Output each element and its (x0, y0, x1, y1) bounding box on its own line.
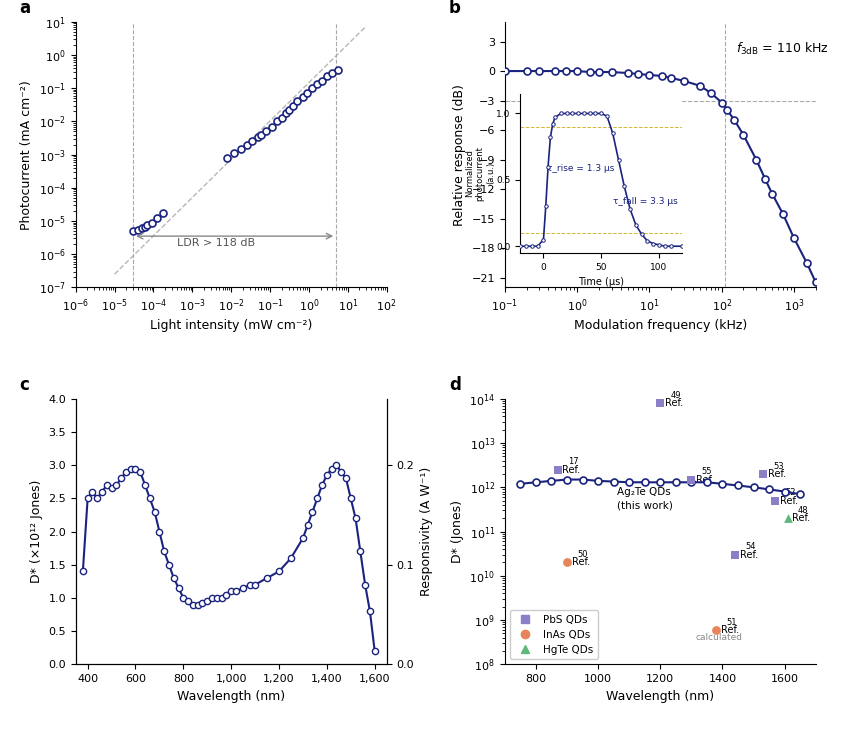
Text: Ref.: Ref. (665, 398, 683, 408)
Text: Ag₂Te QDs
(this work): Ag₂Te QDs (this work) (616, 488, 673, 510)
Text: calculated: calculated (696, 633, 743, 642)
Text: c: c (19, 375, 29, 393)
Text: d: d (449, 375, 461, 393)
Text: Ref.: Ref. (739, 550, 758, 560)
Point (560, 557, 574, 569)
Text: $f_{\mathrm{3dB}}$ = 110 kHz: $f_{\mathrm{3dB}}$ = 110 kHz (737, 42, 829, 58)
Point (685, 474, 698, 485)
Text: Ref.: Ref. (768, 469, 785, 479)
Text: 48: 48 (798, 506, 809, 515)
Text: Ref.: Ref. (721, 625, 739, 635)
Point (551, 464, 564, 475)
Text: 49: 49 (670, 391, 681, 400)
Point (653, 397, 667, 409)
Legend: PbS QDs, InAs QDs, HgTe QDs: PbS QDs, InAs QDs, HgTe QDs (510, 610, 598, 659)
X-axis label: Wavelength (nm): Wavelength (nm) (606, 690, 714, 702)
Y-axis label: D* (×10¹² Jones): D* (×10¹² Jones) (29, 480, 43, 583)
Point (728, 549, 742, 561)
Point (756, 468, 770, 480)
Text: Ref.: Ref. (780, 496, 798, 506)
Text: a: a (19, 0, 31, 17)
Point (769, 495, 782, 507)
Text: LDR > 118 dB: LDR > 118 dB (177, 238, 255, 247)
Text: 54: 54 (745, 542, 756, 551)
X-axis label: Wavelength (nm): Wavelength (nm) (177, 690, 285, 702)
Text: 53: 53 (773, 461, 784, 471)
Y-axis label: Relative response (dB): Relative response (dB) (453, 84, 466, 226)
Text: Ref.: Ref. (792, 513, 811, 523)
Text: 55: 55 (701, 467, 712, 476)
Text: 52: 52 (785, 488, 796, 497)
Text: 17: 17 (568, 458, 579, 466)
Y-axis label: D* (Jones): D* (Jones) (451, 500, 463, 563)
Point (710, 624, 723, 636)
Point (781, 512, 795, 524)
Y-axis label: Responsivity (A W⁻¹): Responsivity (A W⁻¹) (420, 467, 432, 596)
Text: Ref.: Ref. (696, 474, 714, 485)
Text: 51: 51 (727, 618, 737, 626)
Text: b: b (449, 0, 461, 17)
X-axis label: Modulation frequency (kHz): Modulation frequency (kHz) (574, 319, 747, 332)
Text: 50: 50 (577, 550, 588, 559)
Text: Ref.: Ref. (563, 465, 580, 474)
Text: Ref.: Ref. (572, 558, 590, 567)
X-axis label: Light intensity (mW cm⁻²): Light intensity (mW cm⁻²) (150, 319, 312, 332)
Y-axis label: Photocurrent (mA cm⁻²): Photocurrent (mA cm⁻²) (20, 80, 33, 229)
